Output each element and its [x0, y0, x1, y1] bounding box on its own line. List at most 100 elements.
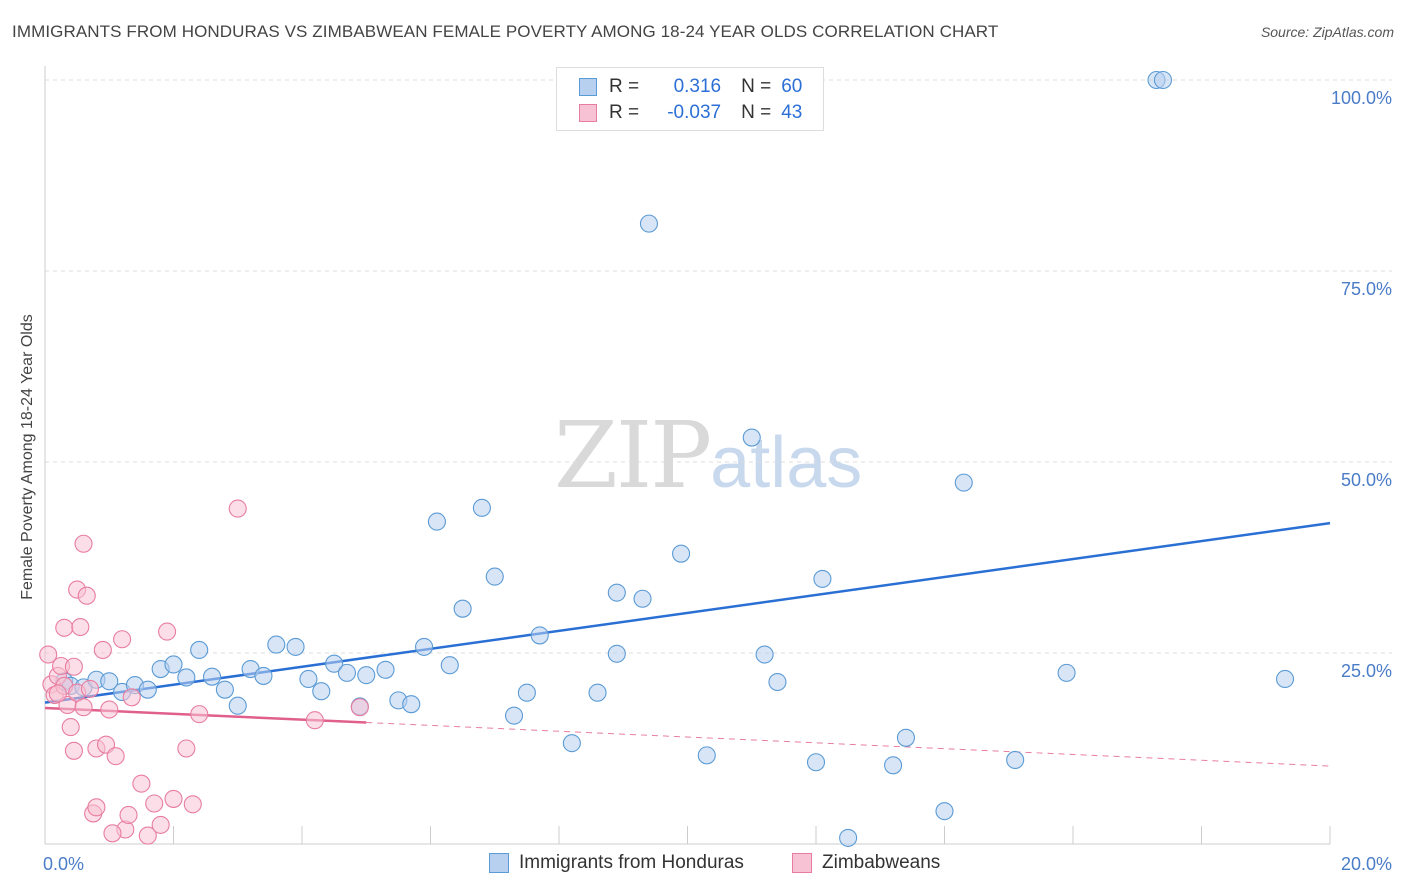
point-zimbabwe: [151, 815, 170, 834]
point-honduras: [562, 734, 581, 753]
n-label: N =: [741, 76, 772, 97]
stats-row-honduras: R = 0.316 N = 60: [579, 75, 802, 99]
point-zimbabwe: [106, 747, 125, 766]
point-honduras: [337, 663, 357, 682]
point-honduras: [228, 696, 247, 715]
point-honduras: [954, 473, 973, 492]
point-honduras: [896, 728, 916, 747]
point-honduras: [530, 626, 549, 645]
point-zimbabwe: [350, 698, 369, 717]
y-tick-label: 100.0%: [1331, 88, 1392, 108]
point-honduras: [1006, 750, 1025, 770]
point-honduras: [1057, 663, 1076, 682]
point-honduras: [607, 644, 626, 663]
tick-labels: 25.0% 50.0% 75.0% 100.0% 0.0% 20.0%: [43, 88, 1392, 874]
point-honduras: [935, 802, 954, 821]
r-label: R =: [609, 102, 640, 123]
y-tick-label: 50.0%: [1341, 470, 1392, 490]
point-honduras: [312, 682, 331, 701]
source-credit: Source: ZipAtlas.com: [1260, 24, 1394, 40]
point-zimbabwe: [164, 789, 183, 808]
point-zimbabwe: [145, 794, 164, 813]
point-honduras: [742, 428, 761, 447]
point-honduras: [402, 695, 421, 714]
point-zimbabwe: [100, 700, 119, 719]
point-zimbabwe: [183, 795, 202, 814]
y-tick-label: 25.0%: [1341, 661, 1392, 681]
legend-label-honduras: Immigrants from Honduras: [519, 852, 744, 873]
point-zimbabwe: [64, 741, 83, 760]
legend-item-honduras[interactable]: Immigrants from Honduras: [489, 852, 744, 874]
point-zimbabwe: [138, 826, 157, 845]
point-honduras: [177, 668, 196, 687]
point-honduras: [203, 667, 222, 686]
point-zimbabwe: [305, 711, 324, 730]
watermark: ZIPatlas: [554, 402, 862, 509]
point-zimbabwe: [122, 688, 141, 707]
point-honduras: [190, 640, 209, 659]
point-zimbabwe: [55, 618, 74, 637]
point-honduras: [138, 680, 157, 699]
point-honduras: [376, 660, 395, 679]
point-honduras: [813, 569, 832, 588]
point-honduras: [1275, 669, 1295, 689]
axes: [44, 66, 1331, 845]
point-honduras: [100, 672, 119, 691]
point-zimbabwe: [93, 640, 112, 659]
point-honduras: [1153, 70, 1172, 90]
point-honduras: [215, 680, 234, 699]
point-zimbabwe: [71, 617, 90, 637]
point-zimbabwe: [132, 774, 151, 793]
point-honduras: [768, 672, 787, 692]
point-honduras: [325, 654, 344, 673]
point-honduras: [267, 635, 286, 654]
point-zimbabwe: [61, 718, 80, 737]
n-value: 43: [781, 102, 803, 123]
point-zimbabwe: [228, 499, 247, 518]
point-honduras: [639, 214, 659, 233]
point-honduras: [427, 512, 446, 531]
point-zimbabwe: [158, 622, 177, 641]
point-honduras: [472, 498, 491, 517]
point-zimbabwe: [39, 645, 58, 664]
point-honduras: [299, 669, 318, 689]
point-honduras: [672, 544, 691, 563]
point-honduras: [286, 637, 305, 656]
point-honduras: [806, 753, 826, 772]
legend-label-zimbabwe: Zimbabweans: [822, 852, 941, 873]
point-honduras: [588, 683, 607, 702]
stats-legend: R = 0.316 N = 60 R = -0.037 N = 43: [556, 67, 824, 131]
point-honduras: [755, 645, 774, 664]
y-tick-label: 75.0%: [1341, 279, 1392, 299]
x-tick-label: 20.0%: [1341, 854, 1392, 874]
point-honduras: [884, 756, 903, 775]
legend-swatch-zimbabwe: [792, 853, 812, 873]
point-zimbabwe: [74, 534, 93, 553]
r-value: 0.316: [673, 76, 722, 97]
point-zimbabwe: [80, 679, 100, 698]
point-zimbabwe: [119, 805, 138, 825]
series-legend: Immigrants from Honduras Zimbabweans: [0, 852, 1406, 876]
point-honduras: [839, 828, 858, 847]
r-label: R =: [609, 76, 640, 97]
grid-lines: [45, 79, 1392, 654]
swatch-honduras: [579, 78, 597, 96]
n-label: N =: [741, 102, 772, 123]
r-value: -0.037: [667, 102, 722, 123]
point-honduras: [357, 666, 376, 685]
point-zimbabwe: [103, 824, 122, 843]
watermark-zip: ZIP: [554, 402, 712, 509]
point-honduras: [254, 666, 273, 685]
legend-item-zimbabwe[interactable]: Zimbabweans: [792, 852, 940, 874]
stats-row-zimbabwe: R = -0.037 N = 43: [579, 101, 802, 125]
point-honduras: [485, 567, 504, 586]
point-zimbabwe: [77, 586, 96, 605]
swatch-zimbabwe: [579, 104, 597, 122]
point-honduras: [697, 746, 716, 765]
point-honduras: [415, 637, 434, 656]
trend-line-dashed-1: [366, 722, 1331, 767]
chart-title: IMMIGRANTS FROM HONDURAS VS ZIMBABWEAN F…: [12, 22, 999, 41]
point-honduras: [164, 655, 183, 674]
point-honduras: [633, 589, 652, 608]
